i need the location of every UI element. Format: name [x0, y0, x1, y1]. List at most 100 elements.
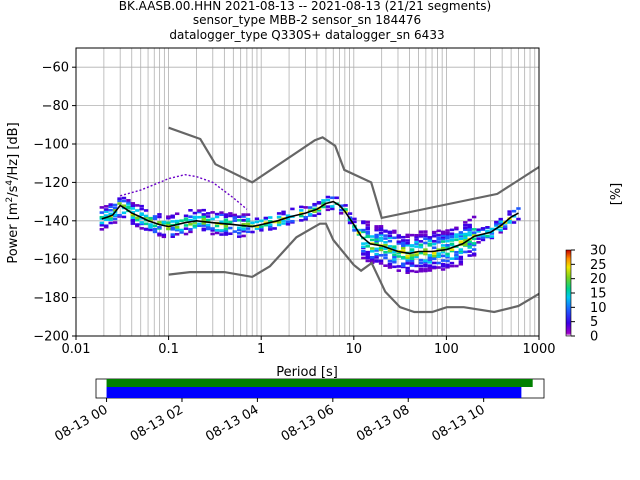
density-cell: [378, 236, 384, 240]
density-cell: [392, 245, 397, 248]
density-cell: [498, 225, 503, 229]
density-cell: [361, 220, 366, 223]
density-cell: [117, 202, 122, 205]
density-cell: [511, 209, 517, 213]
density-cell: [401, 264, 406, 268]
density-cell: [418, 267, 424, 271]
density-cell: [445, 245, 450, 248]
density-cell: [401, 239, 406, 242]
density-cell: [183, 227, 189, 230]
density-cell: [414, 235, 419, 239]
density-cell: [445, 236, 450, 240]
density-cell: [365, 232, 370, 235]
density-cell: [401, 262, 406, 266]
density-cell: [463, 221, 468, 224]
density-cell: [467, 228, 472, 232]
density-cell: [383, 253, 388, 257]
density-cell: [197, 224, 202, 227]
density-cell: [312, 210, 317, 213]
density-cell: [290, 219, 295, 223]
density-cell: [148, 216, 153, 220]
density-cell: [223, 227, 229, 231]
density-cell: [458, 258, 464, 261]
density-cell: [254, 225, 260, 228]
density-cell: [445, 263, 450, 267]
density-cell: [383, 256, 388, 260]
density-cell: [183, 217, 189, 220]
density-cell: [387, 230, 393, 234]
density-cell: [458, 234, 464, 238]
density-cell: [285, 222, 291, 226]
density-cell: [405, 266, 410, 270]
density-cell: [237, 235, 242, 238]
density-cell: [458, 251, 464, 255]
y-tick-label: −60: [42, 61, 69, 76]
density-cell: [396, 242, 401, 245]
density-cell: [498, 217, 503, 221]
density-cell: [157, 226, 162, 229]
density-cell: [467, 227, 472, 230]
density-cell: [405, 243, 410, 247]
density-cell: [414, 255, 419, 259]
density-cell: [445, 239, 450, 243]
y-tick-label: −160: [33, 253, 69, 268]
density-cell: [396, 265, 401, 268]
density-cell: [135, 218, 140, 222]
density-cell: [223, 224, 229, 228]
density-cell: [454, 264, 459, 268]
density-cell: [157, 213, 162, 216]
density-cell: [130, 218, 136, 222]
density-cell: [445, 254, 450, 257]
density-cell: [423, 230, 428, 233]
density-cell: [414, 253, 419, 257]
density-cell: [179, 228, 184, 232]
density-cell: [223, 213, 229, 216]
density-cell: [108, 212, 113, 216]
density-cell: [383, 241, 388, 244]
density-cell: [197, 215, 202, 219]
density-cell: [498, 230, 503, 234]
density-cell: [485, 234, 490, 238]
density-cell: [463, 243, 468, 247]
density-cell: [387, 245, 393, 248]
density-cell: [250, 221, 255, 225]
density-cell: [321, 201, 326, 205]
density-cell: [471, 231, 477, 234]
density-cell: [418, 230, 424, 234]
density-cell: [259, 226, 264, 230]
density-cell: [427, 269, 433, 272]
density-cell: [445, 229, 450, 232]
density-cell: [356, 233, 362, 236]
density-cell: [502, 225, 508, 228]
density-cell: [112, 213, 118, 217]
density-cell: [108, 208, 113, 212]
density-cell: [463, 234, 468, 237]
density-cell: [414, 233, 419, 237]
density-cell: [383, 237, 388, 240]
density-cell: [223, 221, 229, 224]
density-cell: [463, 223, 468, 227]
density-cell: [383, 250, 388, 254]
colorbar-tick-label: 15: [590, 287, 607, 302]
density-cell: [374, 239, 379, 243]
density-cell: [471, 253, 477, 257]
density-cell: [485, 230, 490, 233]
density-cell: [361, 221, 366, 225]
density-cell: [232, 216, 237, 220]
density-cell: [365, 227, 370, 231]
density-cell: [414, 264, 419, 268]
density-cell: [480, 236, 486, 239]
density-cell: [210, 229, 215, 232]
density-cell: [121, 204, 127, 208]
density-cell: [352, 217, 357, 221]
density-cell: [219, 233, 224, 236]
y-tick-label: −200: [33, 330, 69, 345]
density-cell: [440, 259, 446, 262]
density-cell: [401, 249, 406, 252]
density-cell: [449, 261, 455, 265]
density-cell: [432, 242, 437, 246]
density-cell: [387, 262, 393, 266]
density-cell: [263, 216, 269, 220]
density-cell: [307, 213, 313, 216]
